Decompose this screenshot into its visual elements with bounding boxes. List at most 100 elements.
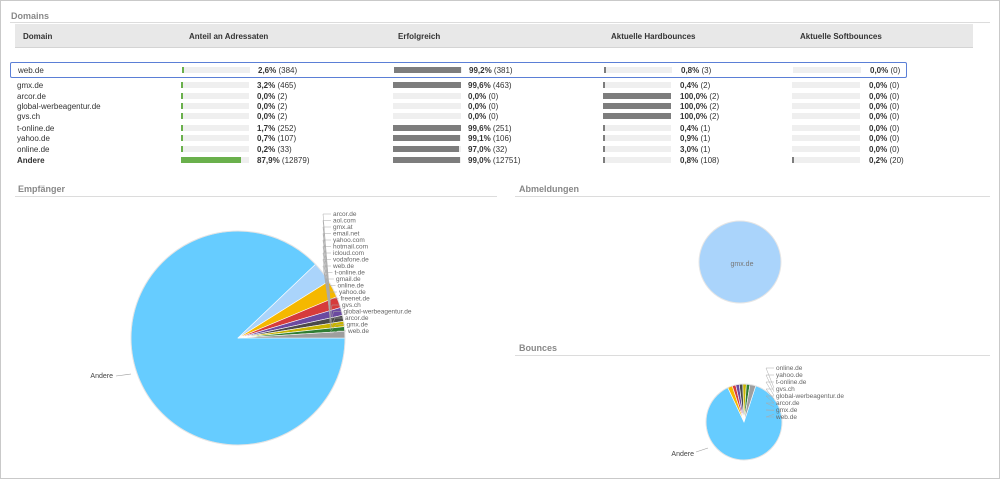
erfolgreich-bar-fill [393, 146, 459, 152]
anteil-count: (33) [277, 145, 292, 154]
bounces-pie-chart: Andere online.deyahoo.det-online.degvs.ch… [671, 365, 844, 461]
col-domain[interactable]: Domain [23, 32, 53, 41]
soft-bar [792, 113, 860, 119]
anteil-pct: 0,0% [257, 102, 276, 111]
soft-pct: 0,0% [869, 134, 888, 143]
soft-value: 0,0% (0) [869, 92, 899, 101]
hard-pct: 0,4% [680, 124, 699, 133]
col-softbounces[interactable]: Aktuelle Softbounces [800, 32, 882, 41]
abmeldungen-slice[interactable] [698, 220, 782, 304]
erfolgreich-pct: 99,0% [468, 156, 491, 165]
erfolgreich-value: 0,0% (0) [468, 92, 498, 101]
anteil-count: (2) [277, 92, 288, 101]
label-leader [322, 226, 331, 303]
hard-pct: 0,4% [680, 81, 699, 90]
anteil-pct: 0,0% [257, 112, 276, 121]
anteil-value: 0,0% (2) [257, 112, 287, 121]
anteil-bar-fill [181, 93, 183, 99]
anteil-bar [181, 113, 249, 119]
anteil-bar [182, 67, 250, 73]
domain-name: Andere [17, 156, 45, 165]
pie-label-small: t-online.de [335, 270, 366, 277]
soft-pct: 0,0% [869, 102, 888, 111]
label-leader [765, 367, 775, 389]
pie-label-small: yahoo.de [776, 372, 803, 379]
hard-pct: 0,8% [680, 156, 699, 165]
col-hardbounces[interactable]: Aktuelle Hardbounces [611, 32, 696, 41]
pie-label-small: online.de [338, 283, 365, 290]
erfolgreich-value: 97,0% (32) [468, 145, 507, 154]
hard-bar-fill [603, 135, 605, 141]
hard-value: 0,4% (1) [680, 124, 710, 133]
hard-bar-fill [603, 82, 605, 88]
anteil-value: 2,6% (384) [258, 66, 297, 75]
erfolgreich-count: (0) [488, 92, 499, 101]
erfolgreich-pct: 0,0% [468, 112, 487, 121]
hard-bar [603, 113, 671, 119]
pie-label-small: online.de [776, 365, 803, 372]
soft-value: 0,0% (0) [869, 124, 899, 133]
table-row[interactable]: global-werbeagentur.de 0,0% (2) 0,0% (0) 10… [15, 101, 973, 112]
table-row[interactable]: gvs.ch 0,0% (2) 0,0% (0) 100,0% (2) 0,0% (0) [15, 111, 973, 122]
table-row[interactable]: t-online.de 1,7% (252) 99,6% (251) 0,4% (1)… [15, 123, 973, 134]
pie-outline [705, 383, 783, 461]
domain-name: gvs.ch [17, 112, 41, 121]
hard-bar-fill [603, 157, 605, 163]
hard-value: 100,0% (2) [680, 112, 719, 121]
anteil-bar [181, 157, 249, 163]
erfolgreich-count: (0) [488, 102, 499, 111]
anteil-bar-fill [181, 146, 183, 152]
erfolgreich-count: (32) [492, 145, 508, 154]
label-leader [322, 239, 331, 307]
soft-count: (0) [889, 134, 900, 143]
soft-pct: 0,0% [869, 124, 888, 133]
hard-bar-fill [603, 146, 606, 152]
table-row[interactable]: online.de 0,2% (33) 97,0% (32) 3,0% (1) 0,0%… [15, 144, 973, 155]
hard-count: (2) [709, 102, 720, 111]
table-row[interactable]: Andere 87,9% (12879) 99,0% (12751) 0,8% (10… [15, 155, 973, 166]
soft-count: (0) [889, 145, 900, 154]
pie-label-small: web.de [775, 414, 797, 421]
hard-count: (2) [709, 112, 720, 121]
hard-value: 100,0% (2) [680, 102, 719, 111]
pie-label-small: gmail.de [336, 276, 361, 283]
table-row[interactable]: web.de 2,6% (384) 99,2% (381) 0,8% (3) 0,0% … [10, 62, 907, 78]
soft-value: 0,0% (0) [869, 102, 899, 111]
erfolgreich-pct: 99,6% [468, 81, 491, 90]
label-leader [765, 374, 775, 392]
soft-bar [792, 125, 860, 131]
col-anteil[interactable]: Anteil an Adressaten [189, 32, 269, 41]
anteil-bar-fill [181, 103, 183, 109]
soft-bar [792, 82, 860, 88]
anteil-value: 1,7% (252) [257, 124, 296, 133]
hard-pct: 3,0% [680, 145, 699, 154]
table-row[interactable]: arcor.de 0,0% (2) 0,0% (0) 100,0% (2) 0,0% (… [15, 91, 973, 102]
soft-pct: 0,0% [869, 112, 888, 121]
table-row[interactable]: gmx.de 3,2% (465) 99,6% (463) 0,4% (2) 0,0% … [15, 80, 973, 91]
erfolgreich-bar [393, 157, 461, 163]
section-title-empfaenger: Empfänger [18, 184, 66, 194]
anteil-pct: 87,9% [257, 156, 280, 165]
soft-count: (20) [889, 156, 904, 165]
hard-count: (3) [701, 66, 712, 75]
soft-value: 0,0% (0) [870, 66, 900, 75]
hard-count: (1) [700, 124, 711, 133]
anteil-bar [181, 82, 249, 88]
empfaenger-pie-chart: Anderearcor.deaol.comgmx.atemail.netyaho… [90, 211, 412, 446]
soft-count: (0) [889, 112, 900, 121]
pie-label-small: arcor.de [776, 400, 800, 407]
anteil-pct: 3,2% [257, 81, 276, 90]
divider [515, 355, 990, 356]
hard-bar [603, 93, 671, 99]
hard-bar [603, 146, 671, 152]
hard-count: (2) [709, 92, 720, 101]
domain-name: web.de [18, 66, 44, 75]
col-erfolgreich[interactable]: Erfolgreich [398, 32, 441, 41]
pie-label-small: yahoo.com [333, 237, 365, 244]
anteil-value: 0,0% (2) [257, 92, 287, 101]
pie-label-small: arcor.de [333, 211, 357, 218]
hard-bar-fill [603, 125, 605, 131]
hard-bar [603, 125, 671, 131]
table-row[interactable]: yahoo.de 0,7% (107) 99,1% (106) 0,9% (1) 0,0… [15, 133, 973, 144]
pie-label-small: global-werbeagentur.de [776, 393, 844, 400]
